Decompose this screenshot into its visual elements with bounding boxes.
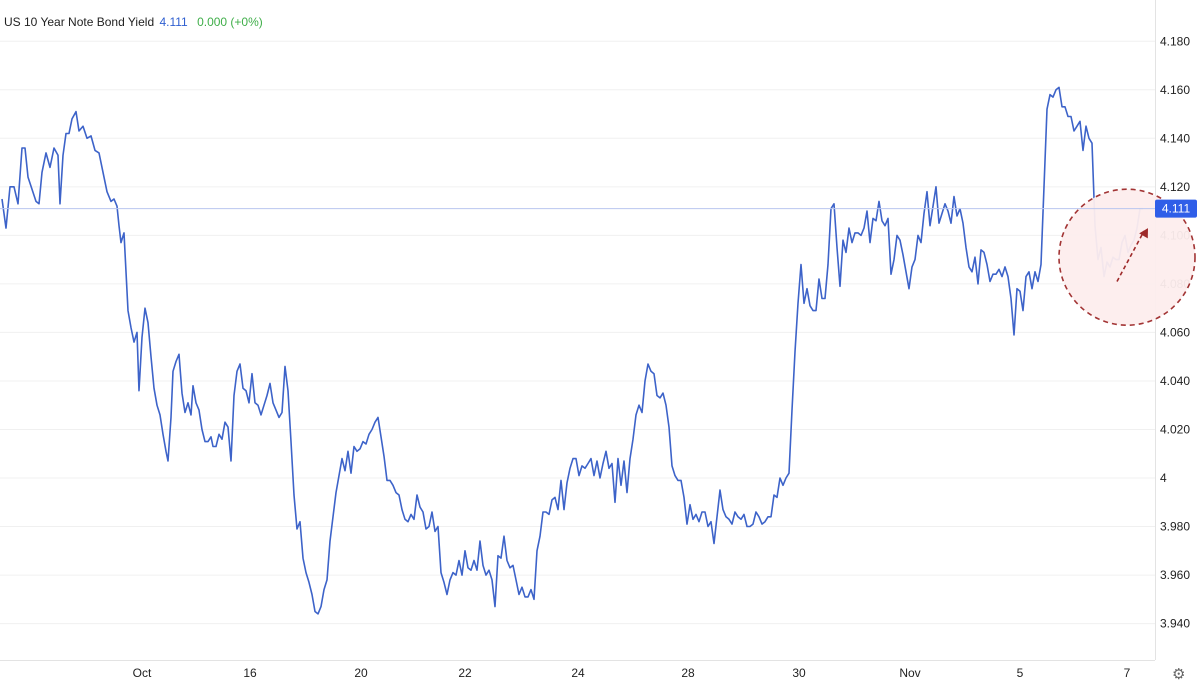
legend-symbol: US 10 Year Note Bond Yield bbox=[4, 15, 155, 29]
series-layer bbox=[1, 86, 1143, 615]
y-tick-label: 3.940 bbox=[1160, 617, 1190, 631]
x-tick-label: Oct bbox=[133, 666, 152, 680]
chart-legend: US 10 Year Note Bond Yield 4.111 0.000 (… bbox=[4, 15, 263, 29]
y-tick-label: 4.040 bbox=[1160, 374, 1190, 388]
trend-arrow-head bbox=[1139, 228, 1148, 239]
y-tick-label: 3.960 bbox=[1160, 568, 1190, 582]
x-tick-label: 30 bbox=[792, 666, 806, 680]
x-tick-label: 16 bbox=[243, 666, 257, 680]
y-tick-label: 4.140 bbox=[1160, 131, 1190, 145]
highlight-circle bbox=[1058, 188, 1196, 327]
x-tick-label: 20 bbox=[354, 666, 368, 680]
annotation bbox=[1058, 188, 1196, 327]
gear-icon[interactable]: ⚙ bbox=[1172, 665, 1186, 683]
legend-last-value: 4.111 bbox=[159, 15, 188, 29]
y-tick-label: 4.020 bbox=[1160, 422, 1190, 436]
x-tick-label: 7 bbox=[1124, 666, 1131, 680]
x-tick-label: 5 bbox=[1017, 666, 1024, 680]
y-tick-label: 4.160 bbox=[1160, 83, 1190, 97]
last-price-label: 4.111 bbox=[1162, 202, 1191, 216]
x-tick-label: 28 bbox=[681, 666, 695, 680]
x-tick-label: Nov bbox=[899, 666, 920, 680]
last-price-tag bbox=[1155, 199, 1197, 218]
grid-lines bbox=[0, 40, 1155, 625]
axes: 4.1804.1604.1404.1204.1004.0804.0604.040… bbox=[0, 0, 1190, 680]
legend-change: 0.000 (+0%) bbox=[197, 15, 263, 29]
trend-arrow-shaft bbox=[1116, 230, 1145, 282]
x-tick-label: 22 bbox=[458, 666, 472, 680]
y-tick-label: 4.120 bbox=[1160, 180, 1190, 194]
series-line bbox=[1, 86, 1143, 615]
x-tick-label: 24 bbox=[571, 666, 585, 680]
last-price-marker: 4.111 bbox=[0, 199, 1197, 218]
y-tick-label: 3.980 bbox=[1160, 520, 1190, 534]
y-tick-label: 4 bbox=[1160, 471, 1167, 485]
y-tick-label: 4.060 bbox=[1160, 325, 1190, 339]
y-tick-label: 4.180 bbox=[1160, 34, 1190, 48]
